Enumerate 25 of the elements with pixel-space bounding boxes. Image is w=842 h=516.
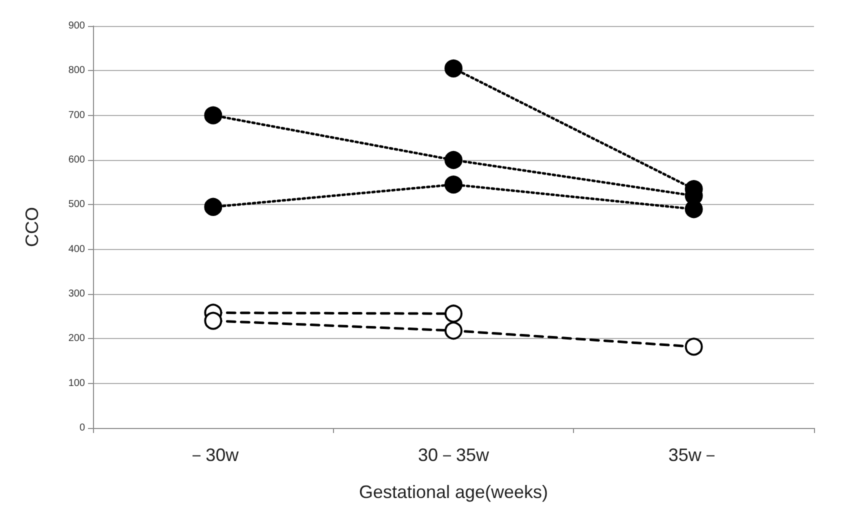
point [684,200,703,218]
y-tick-label: 300 [68,288,86,300]
point [444,151,462,169]
x-tick-label: 35w－ [668,445,720,465]
y-tick-label: 100 [68,378,86,389]
x-tick-label: 30－35w [418,445,490,465]
point [204,198,222,216]
y-tick-label: 0 [79,422,86,434]
x-tick-label: －30w [188,445,240,465]
y-tick-label: 700 [68,110,86,121]
y-tick-label: 200 [68,333,86,344]
y-tick-label: 600 [68,154,86,166]
y-tick-label: 500 [68,199,86,210]
point [444,59,462,78]
y-tick-label: 900 [68,20,86,32]
point [684,338,703,356]
point [204,312,222,330]
y-tick-label: 400 [68,244,86,255]
point [444,176,462,194]
y-tick-label: 800 [68,65,86,76]
x-axis-title: Gestational age(weeks) [358,482,548,502]
y-axis-title: CCO [22,207,42,247]
point [204,106,222,124]
point [444,304,462,323]
point [444,322,462,340]
